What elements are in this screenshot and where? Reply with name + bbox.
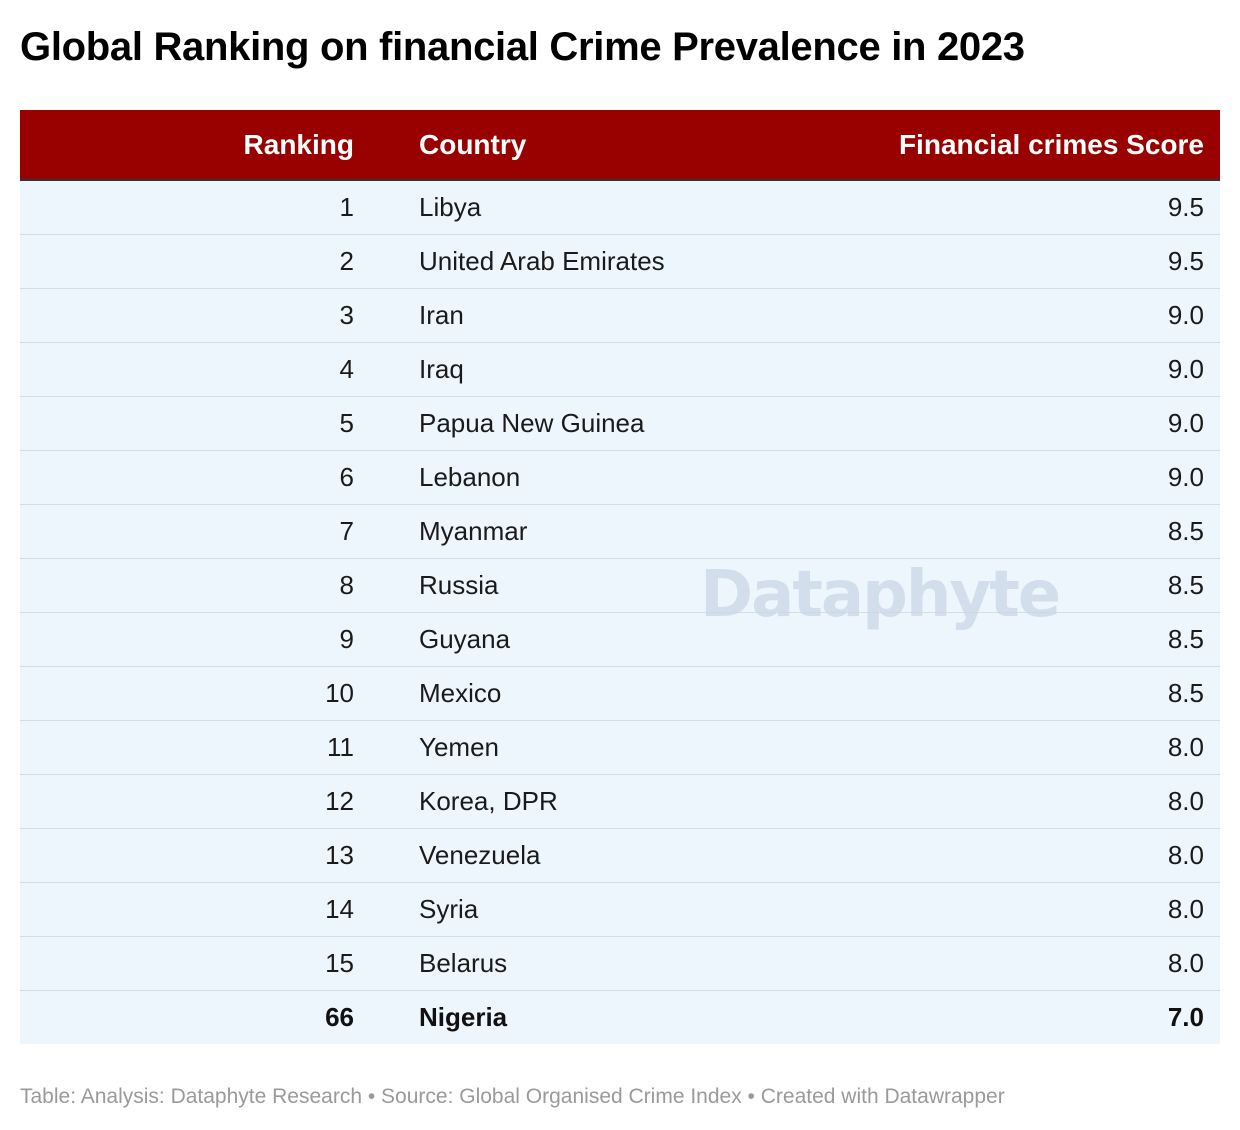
column-header-score[interactable]: Financial crimes Score	[898, 128, 1204, 160]
cell-ranking: 15	[325, 947, 354, 978]
cell-country: Iraq	[419, 353, 464, 384]
cell-country: Myanmar	[419, 515, 528, 546]
cell-score: 9.0	[1167, 407, 1204, 438]
cell-ranking: 10	[325, 677, 354, 708]
cell-country: Lebanon	[419, 461, 521, 492]
source-footer: Table: Analysis: Dataphyte Research • So…	[20, 1085, 1005, 1108]
cell-country: Libya	[419, 191, 482, 222]
cell-ranking: 11	[327, 731, 354, 762]
table-row: 11 Yemen 8.0	[20, 720, 1220, 774]
cell-ranking: 7	[339, 515, 354, 546]
cell-score: 8.0	[1167, 785, 1204, 816]
cell-country: Yemen	[419, 731, 499, 762]
cell-score: 8.0	[1167, 839, 1204, 870]
cell-country: Russia	[419, 569, 499, 600]
cell-ranking: 14	[325, 893, 354, 924]
cell-score: 8.0	[1167, 731, 1204, 762]
cell-score: 8.5	[1167, 569, 1204, 600]
ranking-table: Ranking Country Financial crimes Score 1…	[20, 110, 1220, 1044]
cell-country: Nigeria	[419, 1001, 508, 1032]
cell-score: 8.5	[1167, 623, 1204, 654]
ranking-table-container: Ranking Country Financial crimes Score 1…	[20, 110, 1220, 1044]
cell-score: 9.5	[1167, 245, 1204, 276]
cell-score: 9.0	[1167, 299, 1204, 330]
chart-title: Global Ranking on financial Crime Preval…	[20, 25, 1025, 69]
table-row: 9 Guyana 8.5	[20, 612, 1220, 666]
cell-score: 7.0	[1167, 1001, 1204, 1032]
table-row: 8 Russia 8.5	[20, 558, 1220, 612]
cell-country: Iran	[419, 299, 464, 330]
table-row: 4 Iraq 9.0	[20, 342, 1220, 396]
column-header-country[interactable]: Country	[419, 128, 527, 160]
table-body: 1 Libya 9.5 2 United Arab Emirates 9.5 3 Iran 9.…	[20, 180, 1220, 1044]
table-row: 5 Papua New Guinea 9.0	[20, 396, 1220, 450]
cell-country: United Arab Emirates	[419, 245, 665, 276]
table-row: 13 Venezuela 8.0	[20, 828, 1220, 882]
table-row: 15 Belarus 8.0	[20, 936, 1220, 990]
cell-ranking: 5	[339, 407, 354, 438]
table-row: 10 Mexico 8.5	[20, 666, 1220, 720]
table-row: 66 Nigeria 7.0	[20, 990, 1220, 1044]
cell-ranking: 8	[339, 569, 354, 600]
cell-ranking: 1	[339, 191, 354, 222]
cell-ranking: 2	[339, 245, 354, 276]
table-row: 7 Myanmar 8.5	[20, 504, 1220, 558]
cell-country: Venezuela	[419, 839, 541, 870]
table-header-row: Ranking Country Financial crimes Score	[20, 110, 1220, 180]
cell-score: 8.5	[1167, 515, 1204, 546]
table-row: 6 Lebanon 9.0	[20, 450, 1220, 504]
table-row: 12 Korea, DPR 8.0	[20, 774, 1220, 828]
cell-score: 9.0	[1167, 461, 1204, 492]
cell-ranking: 13	[325, 839, 354, 870]
cell-country: Papua New Guinea	[419, 407, 645, 438]
cell-country: Syria	[419, 893, 479, 924]
cell-country: Belarus	[419, 947, 508, 978]
table-row: 2 United Arab Emirates 9.5	[20, 234, 1220, 288]
table-row: 3 Iran 9.0	[20, 288, 1220, 342]
table-row: 14 Syria 8.0	[20, 882, 1220, 936]
cell-score: 8.0	[1167, 947, 1204, 978]
table-row: 1 Libya 9.5	[20, 180, 1220, 234]
cell-country: Guyana	[419, 623, 511, 654]
cell-ranking: 12	[325, 785, 354, 816]
cell-score: 9.0	[1167, 353, 1204, 384]
cell-score: 8.5	[1167, 677, 1204, 708]
cell-country: Korea, DPR	[419, 785, 558, 816]
table-header: Ranking Country Financial crimes Score	[20, 110, 1220, 180]
column-header-ranking[interactable]: Ranking	[243, 128, 354, 160]
cell-ranking: 3	[339, 299, 354, 330]
cell-ranking: 9	[339, 623, 354, 654]
cell-ranking: 66	[325, 1001, 354, 1032]
cell-country: Mexico	[419, 677, 502, 708]
cell-ranking: 6	[339, 461, 354, 492]
cell-score: 9.5	[1167, 191, 1204, 222]
cell-score: 8.0	[1167, 893, 1204, 924]
cell-ranking: 4	[339, 353, 354, 384]
